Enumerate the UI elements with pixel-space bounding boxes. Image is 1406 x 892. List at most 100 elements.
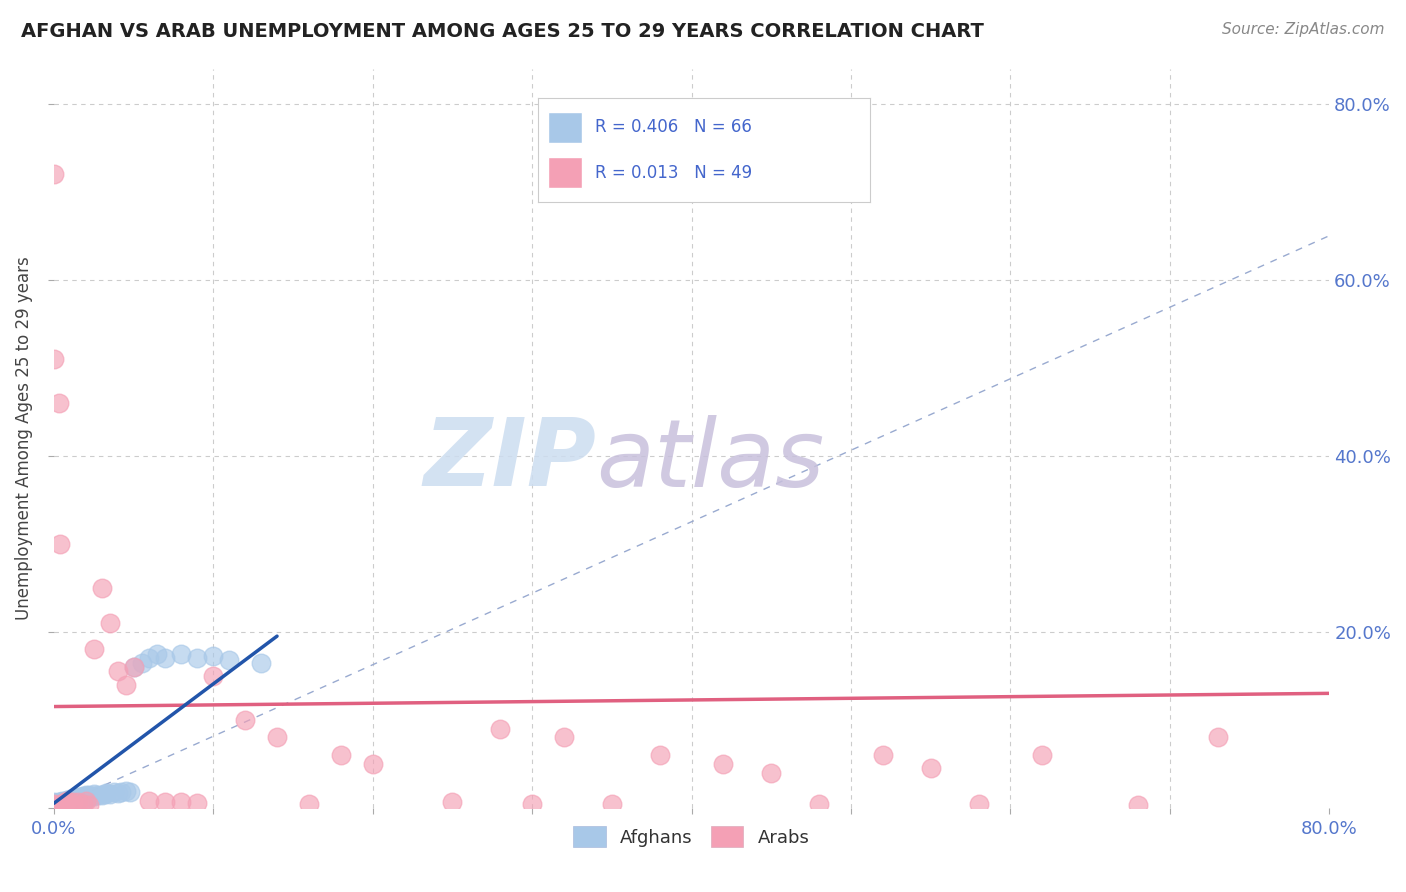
Point	[441, 796, 464, 810]
Point	[96, 786, 118, 800]
Point	[59, 797, 82, 811]
Point	[53, 797, 76, 812]
Point	[55, 797, 77, 811]
Point	[361, 756, 384, 771]
Point	[146, 647, 169, 661]
Point	[266, 731, 288, 745]
Point	[42, 797, 65, 812]
Point	[186, 651, 208, 665]
Point	[59, 794, 82, 808]
Point	[42, 801, 65, 815]
Point	[138, 651, 160, 665]
Point	[62, 792, 84, 806]
Point	[59, 797, 82, 811]
Text: AFGHAN VS ARAB UNEMPLOYMENT AMONG AGES 25 TO 29 YEARS CORRELATION CHART: AFGHAN VS ARAB UNEMPLOYMENT AMONG AGES 2…	[21, 22, 984, 41]
Point	[600, 797, 623, 812]
Point	[218, 653, 240, 667]
Point	[75, 794, 97, 808]
Point	[67, 791, 90, 805]
Point	[52, 798, 75, 813]
Text: Source: ZipAtlas.com: Source: ZipAtlas.com	[1222, 22, 1385, 37]
Point	[186, 797, 208, 811]
Point	[59, 792, 82, 806]
Point	[49, 798, 72, 813]
Point	[42, 799, 65, 814]
Point	[87, 789, 110, 803]
Point	[329, 747, 352, 762]
Point	[114, 784, 136, 798]
Point	[51, 797, 73, 811]
Point	[42, 801, 65, 815]
Point	[51, 799, 73, 814]
Point	[155, 796, 177, 810]
Point	[42, 801, 65, 815]
Point	[872, 747, 894, 762]
Point	[83, 789, 105, 804]
Point	[51, 794, 73, 808]
Point	[713, 756, 735, 771]
Point	[90, 581, 112, 595]
Point	[52, 797, 75, 811]
Point	[202, 669, 225, 683]
Point	[77, 790, 100, 805]
Point	[48, 796, 70, 810]
Point	[42, 167, 65, 181]
Point	[170, 795, 193, 809]
Point	[62, 795, 84, 809]
Point	[170, 647, 193, 661]
Point	[94, 787, 117, 801]
Point	[42, 351, 65, 366]
Point	[808, 797, 831, 812]
Point	[62, 795, 84, 809]
Point	[60, 796, 83, 810]
Point	[131, 656, 153, 670]
Y-axis label: Unemployment Among Ages 25 to 29 years: Unemployment Among Ages 25 to 29 years	[15, 256, 32, 620]
Point	[520, 797, 543, 812]
Point	[42, 798, 65, 813]
Point	[98, 787, 121, 801]
Point	[967, 797, 990, 812]
Point	[66, 792, 89, 806]
Point	[1206, 731, 1229, 745]
Point	[49, 795, 72, 809]
Point	[42, 797, 65, 812]
Point	[53, 794, 76, 808]
Point	[72, 789, 94, 804]
Point	[53, 796, 76, 810]
Point	[75, 792, 97, 806]
Point	[122, 660, 145, 674]
Point	[66, 790, 89, 805]
Point	[49, 537, 72, 551]
Legend: Afghans, Arabs: Afghans, Arabs	[567, 819, 817, 855]
Point	[155, 651, 177, 665]
Point	[77, 798, 100, 813]
Point	[52, 795, 75, 809]
Point	[63, 794, 86, 808]
Point	[761, 765, 783, 780]
Point	[1031, 747, 1053, 762]
Point	[298, 797, 321, 812]
Point	[250, 656, 273, 670]
Point	[46, 797, 69, 811]
Point	[120, 785, 142, 799]
Text: atlas: atlas	[596, 415, 824, 506]
Point	[42, 797, 65, 811]
Point	[42, 801, 65, 815]
Point	[48, 396, 70, 410]
Point	[1126, 798, 1149, 813]
Point	[42, 798, 65, 813]
Point	[66, 796, 89, 810]
Point	[83, 787, 105, 801]
Point	[90, 788, 112, 802]
Point	[138, 794, 160, 808]
Point	[103, 785, 125, 799]
Point	[98, 615, 121, 630]
Point	[63, 791, 86, 805]
Point	[553, 731, 575, 745]
Point	[107, 786, 129, 800]
Point	[489, 722, 512, 736]
Point	[83, 642, 105, 657]
Point	[72, 797, 94, 812]
Point	[46, 801, 69, 815]
Point	[56, 796, 79, 810]
